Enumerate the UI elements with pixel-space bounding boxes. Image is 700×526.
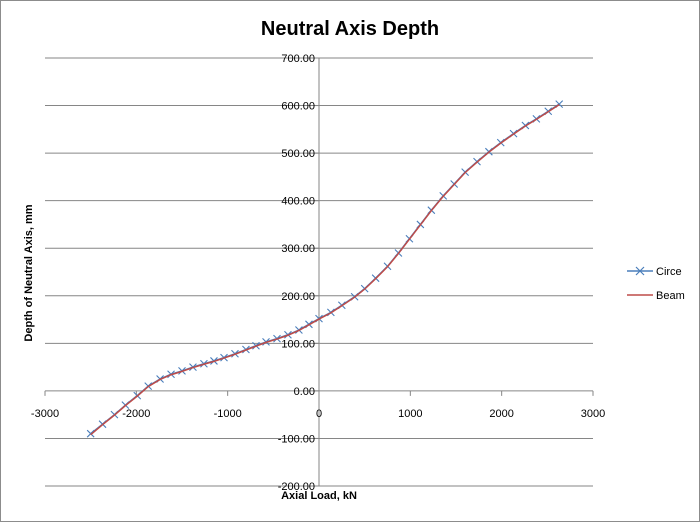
x-tick-label: 2000 bbox=[489, 408, 513, 420]
legend-item-circe: Circe bbox=[627, 266, 682, 278]
series-layer bbox=[86, 100, 564, 438]
legend-label-beam: Beam bbox=[656, 290, 685, 302]
legend-label-circe: Circe bbox=[656, 266, 682, 278]
y-tick-label: 500.00 bbox=[281, 148, 315, 160]
x-tick-label: -2000 bbox=[122, 408, 150, 420]
y-tick-label: -100.00 bbox=[278, 433, 315, 445]
y-tick-label: -200.00 bbox=[278, 481, 315, 493]
legend-item-beam: Beam bbox=[627, 290, 685, 302]
x-tick-label: -3000 bbox=[31, 408, 59, 420]
tick-labels: -200.00 -100.00 0.00 100.00 200.00 300.00 400.… bbox=[31, 53, 605, 493]
y-tick-label: 100.00 bbox=[281, 338, 315, 350]
series-beam bbox=[90, 103, 560, 436]
chart-title: Neutral Axis Depth bbox=[261, 18, 439, 40]
y-tick-label: 200.00 bbox=[281, 291, 315, 303]
legend: Circe Beam bbox=[627, 266, 685, 302]
series-line-beam bbox=[90, 103, 560, 436]
x-tick-label: 3000 bbox=[581, 408, 605, 420]
x-tick-label: 0 bbox=[316, 408, 322, 420]
x-tick-label: 1000 bbox=[398, 408, 422, 420]
y-tick-label: 700.00 bbox=[281, 53, 315, 65]
y-tick-label: 300.00 bbox=[281, 243, 315, 255]
x-axis-label: Axial Load, kN bbox=[281, 490, 357, 502]
y-tick-label: 400.00 bbox=[281, 196, 315, 208]
x-tick-label: -1000 bbox=[214, 408, 242, 420]
y-tick-label: 600.00 bbox=[281, 101, 315, 113]
legend-marker-circe bbox=[635, 266, 645, 276]
axes bbox=[44, 57, 594, 487]
y-axis-label: Depth of Neutral Axis, mm bbox=[23, 204, 35, 341]
y-tick-label: 0.00 bbox=[294, 386, 315, 398]
